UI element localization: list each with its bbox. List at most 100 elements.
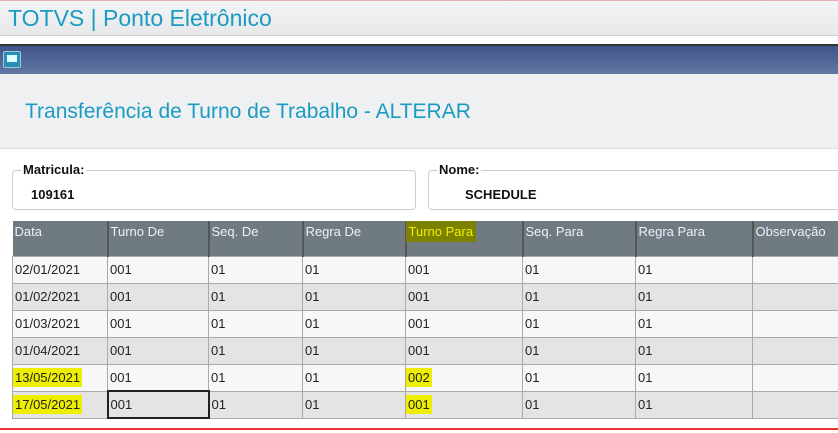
- matricula-label: Matricula:: [21, 162, 87, 177]
- cell-value: 001: [110, 343, 132, 358]
- table-cell[interactable]: 001: [107, 309, 209, 338]
- cell-value: 01: [305, 289, 320, 304]
- table-cell[interactable]: 01: [302, 336, 406, 365]
- table-cell[interactable]: 01: [302, 363, 406, 392]
- window-bar: [0, 44, 838, 76]
- table-cell[interactable]: 001: [405, 309, 523, 338]
- table-cell[interactable]: 02/01/2021: [12, 255, 108, 284]
- column-header[interactable]: Turno Para: [405, 221, 524, 256]
- table-cell[interactable]: 01: [635, 336, 753, 365]
- table-cell[interactable]: 01: [635, 309, 753, 338]
- cell-value: 02/01/2021: [15, 262, 81, 277]
- table-cell[interactable]: [752, 282, 838, 311]
- column-header-label: Seq. De: [211, 224, 259, 239]
- table-cell[interactable]: 01: [208, 336, 303, 365]
- table-cell[interactable]: 01/02/2021: [12, 282, 108, 311]
- table-cell[interactable]: 01: [208, 309, 303, 338]
- page-header: Transferência de Turno de Trabalho - ALT…: [0, 74, 838, 149]
- table-cell[interactable]: 001: [405, 282, 523, 311]
- table-row[interactable]: 01/03/2021 001 01 01 001 01 01: [12, 309, 838, 338]
- table-row[interactable]: 13/05/2021 001 01 01 002 01 01: [12, 363, 838, 392]
- table-cell[interactable]: 01: [522, 390, 636, 419]
- column-header[interactable]: Turno De: [107, 221, 210, 256]
- cell-value: 01/02/2021: [15, 289, 81, 304]
- table-cell[interactable]: 01/03/2021: [12, 309, 108, 338]
- cell-value: 01/04/2021: [15, 343, 81, 358]
- table-cell[interactable]: 001: [107, 255, 209, 284]
- table-cell[interactable]: 01: [302, 282, 406, 311]
- column-header[interactable]: Seq. Para: [522, 221, 637, 256]
- table-cell[interactable]: 01: [522, 282, 636, 311]
- column-header-label: Turno Para: [408, 224, 474, 239]
- table-cell[interactable]: 01: [635, 363, 753, 392]
- table-cell[interactable]: 01: [208, 282, 303, 311]
- table-cell[interactable]: [752, 336, 838, 365]
- cell-value: 001: [110, 316, 132, 331]
- cell-value: 01: [638, 397, 653, 412]
- table-cell[interactable]: [752, 309, 838, 338]
- table-cell[interactable]: 01: [208, 363, 303, 392]
- cell-value: 01: [211, 343, 226, 358]
- table-cell[interactable]: 01: [522, 255, 636, 284]
- table-row[interactable]: 17/05/2021 001 01 01 001 01 01: [12, 390, 838, 419]
- table-cell[interactable]: 01: [635, 390, 753, 419]
- column-header[interactable]: Regra Para: [635, 221, 754, 256]
- table-cell[interactable]: 01: [635, 255, 753, 284]
- window-icon[interactable]: [3, 51, 21, 68]
- column-header[interactable]: Observação: [752, 221, 838, 256]
- app-title: TOTVS | Ponto Eletrônico: [8, 5, 272, 31]
- cell-value: 01/03/2021: [15, 316, 81, 331]
- table-cell[interactable]: 001: [405, 336, 523, 365]
- cell-value: 01: [525, 316, 540, 331]
- table-cell[interactable]: [752, 390, 838, 419]
- table-cell[interactable]: 13/05/2021: [12, 363, 108, 392]
- table-cell[interactable]: 01: [302, 309, 406, 338]
- table-cell[interactable]: 01: [208, 255, 303, 284]
- app-title-bar: TOTVS | Ponto Eletrônico: [0, 0, 838, 36]
- column-header[interactable]: Data: [12, 221, 109, 256]
- table-cell[interactable]: 01: [302, 390, 406, 419]
- table-cell[interactable]: [752, 255, 838, 284]
- cell-value: 001: [408, 289, 430, 304]
- table-cell[interactable]: 01: [208, 390, 303, 419]
- cell-value: 001: [408, 316, 430, 331]
- cell-value: 01: [211, 262, 226, 277]
- table-cell[interactable]: 01: [302, 255, 406, 284]
- table-cell[interactable]: 002: [405, 363, 523, 392]
- column-header-label: Regra De: [305, 224, 362, 239]
- cell-value: 01: [525, 289, 540, 304]
- table-cell[interactable]: 001: [405, 255, 523, 284]
- column-header-label: Data: [14, 224, 42, 239]
- nome-field[interactable]: Nome: SCHEDULE: [428, 162, 838, 210]
- cell-value: 01: [638, 262, 653, 277]
- cell-value: 01: [305, 370, 320, 385]
- table-cell[interactable]: 01/04/2021: [12, 336, 108, 365]
- table-cell[interactable]: 001: [107, 282, 209, 311]
- cell-value: 01: [638, 289, 653, 304]
- cell-value: 001: [110, 289, 132, 304]
- table-cell[interactable]: 01: [522, 363, 636, 392]
- matricula-field[interactable]: Matricula: 109161: [12, 162, 416, 210]
- table-cell[interactable]: 001: [107, 363, 209, 392]
- table-cell[interactable]: [752, 363, 838, 392]
- cell-value: 01: [638, 370, 653, 385]
- cell-value: 001: [408, 343, 430, 358]
- table-cell[interactable]: 001: [106, 390, 210, 419]
- column-header-label: Turno De: [110, 224, 165, 239]
- column-header[interactable]: Regra De: [302, 221, 407, 256]
- table-cell[interactable]: 001: [107, 336, 209, 365]
- cell-value: 01: [525, 262, 540, 277]
- table-cell[interactable]: 01: [522, 309, 636, 338]
- cell-value: 01: [305, 316, 320, 331]
- nome-value: SCHEDULE: [465, 187, 537, 202]
- table-row[interactable]: 02/01/2021 001 01 01 001 01 01: [12, 255, 838, 284]
- table-cell[interactable]: 01: [635, 282, 753, 311]
- cell-value: 13/05/2021: [15, 370, 81, 385]
- table-cell[interactable]: 001: [405, 390, 523, 419]
- table-cell[interactable]: 17/05/2021: [12, 390, 108, 419]
- column-header[interactable]: Seq. De: [208, 221, 304, 256]
- table-row[interactable]: 01/04/2021 001 01 01 001 01 01: [12, 336, 838, 365]
- table-row[interactable]: 01/02/2021 001 01 01 001 01 01: [12, 282, 838, 311]
- cell-value: 01: [211, 370, 226, 385]
- table-cell[interactable]: 01: [522, 336, 636, 365]
